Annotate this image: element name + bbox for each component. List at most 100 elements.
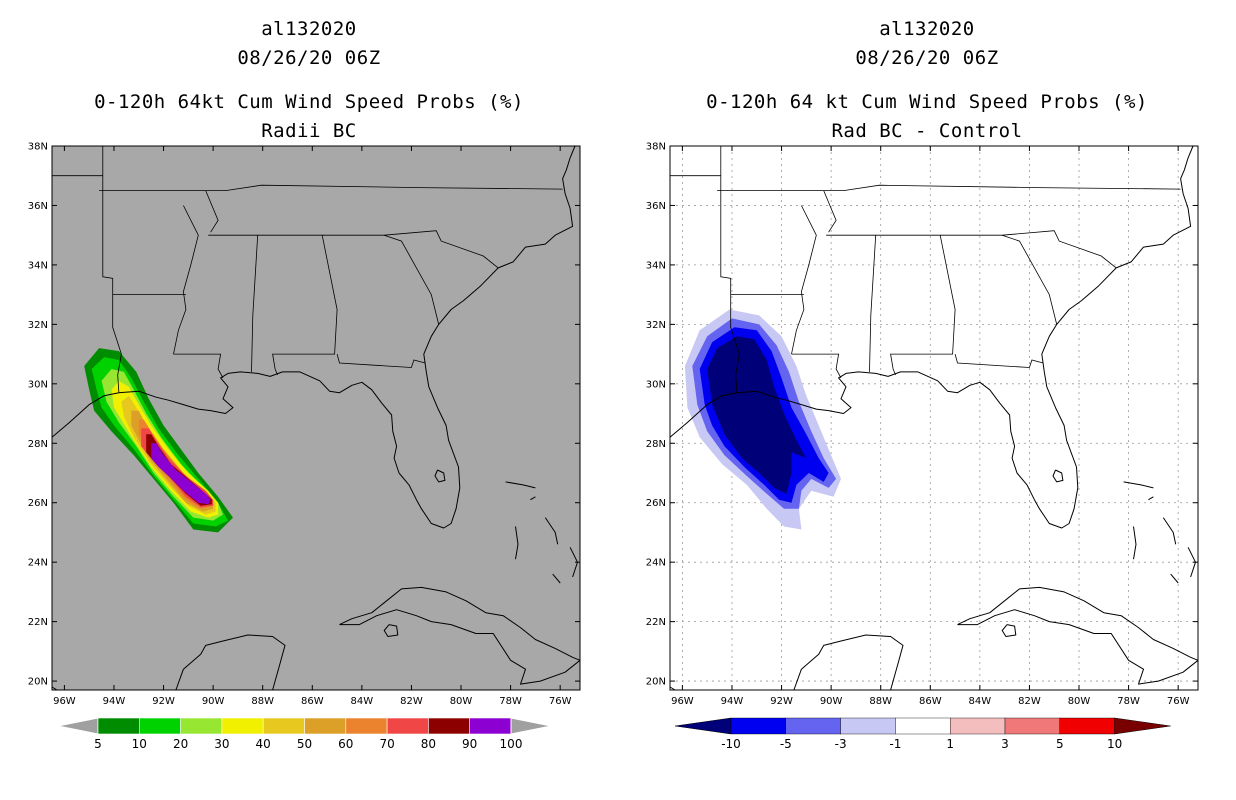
state-border bbox=[99, 184, 563, 192]
state-border bbox=[720, 146, 740, 393]
lon-label: 82W bbox=[400, 696, 423, 707]
bahamas-island bbox=[552, 573, 561, 584]
lat-label: 32N bbox=[646, 320, 666, 331]
lat-label: 24N bbox=[28, 558, 48, 569]
colorbar-swatch bbox=[730, 717, 786, 735]
lat-label: 34N bbox=[646, 260, 666, 271]
colorbar-swatch bbox=[304, 717, 347, 735]
lon-label: 94W bbox=[721, 696, 744, 707]
lon-label: 76W bbox=[1167, 696, 1190, 707]
lon-label: 84W bbox=[969, 696, 992, 707]
colorbar-swatch bbox=[345, 717, 388, 735]
lat-label: 34N bbox=[28, 260, 48, 271]
state-border bbox=[272, 235, 338, 376]
bahamas-island bbox=[1148, 496, 1154, 501]
colorbar-swatch bbox=[1059, 717, 1115, 735]
coastline bbox=[669, 145, 1194, 529]
colorbar-label: -5 bbox=[780, 737, 792, 751]
lon-label: 78W bbox=[1117, 696, 1140, 707]
colorbar-swatch bbox=[950, 717, 1006, 735]
contour-fills bbox=[684, 309, 841, 530]
datetime: 08/26/20 06Z bbox=[855, 47, 999, 69]
map-frame bbox=[669, 145, 1199, 691]
storm-id: al132020 bbox=[879, 18, 975, 40]
lon-label: 86W bbox=[919, 696, 942, 707]
colorbar-swatch bbox=[785, 717, 841, 735]
lat-label: 26N bbox=[646, 498, 666, 509]
colorbar-label: -1 bbox=[889, 737, 901, 751]
coastline bbox=[51, 145, 576, 529]
lat-label: 28N bbox=[28, 439, 48, 450]
colorbar-left-arrow bbox=[674, 717, 732, 735]
bahamas-island bbox=[1162, 517, 1177, 545]
colorbar-swatch bbox=[139, 717, 181, 735]
isle-of-youth bbox=[1001, 624, 1017, 637]
colorbar-label: 1 bbox=[946, 737, 954, 751]
lat-label: 22N bbox=[28, 617, 48, 628]
colorbar-swatch bbox=[428, 717, 470, 735]
colorbar-label: 5 bbox=[94, 737, 102, 751]
lon-label: 88W bbox=[251, 696, 274, 707]
colorbar-label: 70 bbox=[379, 737, 394, 751]
bahamas-island bbox=[515, 526, 519, 560]
map-outlines bbox=[51, 145, 581, 691]
difference-map: 38N 36N 34N 32N 30N 28N 26N 24N 22N 20N 96W 94W 92W 9… bbox=[646, 142, 1199, 751]
lat-label: 32N bbox=[28, 320, 48, 331]
lon-label: 76W bbox=[549, 696, 572, 707]
lat-label: 38N bbox=[646, 142, 666, 153]
right-panel: al132020 08/26/20 06Z 0-120h 64 kt Cum W… bbox=[618, 0, 1236, 800]
lat-label: 22N bbox=[646, 617, 666, 628]
colorbar-label: 40 bbox=[256, 737, 271, 751]
lat-label: 26N bbox=[28, 498, 48, 509]
lon-label: 86W bbox=[301, 696, 324, 707]
lon-label: 88W bbox=[869, 696, 892, 707]
probability-map: 38N 36N 34N 32N 30N 28N 26N 24N 22N 20N 96W 94W 92W 9… bbox=[28, 142, 581, 751]
lon-label: 96W bbox=[671, 696, 694, 707]
colorbar-swatch bbox=[1004, 717, 1060, 735]
colorbar-label: 5 bbox=[1056, 737, 1064, 751]
colorbar-label: 90 bbox=[462, 737, 477, 751]
lon-label: 94W bbox=[103, 696, 126, 707]
bahamas-island bbox=[530, 496, 536, 501]
colorbar-swatch bbox=[895, 717, 951, 735]
lon-label: 90W bbox=[820, 696, 843, 707]
map-frame bbox=[51, 145, 581, 691]
lake-okeechobee bbox=[434, 469, 446, 483]
bahamas-island bbox=[1170, 573, 1179, 584]
river bbox=[791, 205, 817, 355]
lat-label: 36N bbox=[28, 201, 48, 212]
lat-label: 38N bbox=[28, 142, 48, 153]
product-title: 0-120h 64kt Cum Wind Speed Probs (%) bbox=[94, 91, 524, 113]
colorbar-swatch bbox=[386, 717, 429, 735]
colorbar-label: 100 bbox=[500, 737, 523, 751]
state-border bbox=[251, 235, 259, 372]
subtitle: Radii BC bbox=[261, 120, 357, 142]
bahamas-island bbox=[1123, 481, 1154, 489]
lat-label: 30N bbox=[646, 379, 666, 390]
state-border bbox=[717, 184, 1181, 192]
lat-label: 20N bbox=[28, 677, 48, 688]
colorbar-label: -10 bbox=[721, 737, 741, 751]
state-border bbox=[826, 230, 1117, 269]
colorbar: 5 10 20 30 40 50 60 70 80 90 100 bbox=[57, 717, 552, 751]
colorbar: -10 -5 -3 -1 1 3 5 10 bbox=[674, 717, 1171, 751]
state-border bbox=[1002, 234, 1058, 325]
river bbox=[823, 190, 837, 233]
state-border bbox=[384, 234, 440, 325]
bahamas-island bbox=[544, 517, 559, 545]
colorbar-swatch bbox=[180, 717, 223, 735]
colorbar-label: 20 bbox=[173, 737, 188, 751]
lon-label: 96W bbox=[53, 696, 76, 707]
lat-label: 24N bbox=[646, 558, 666, 569]
lake-okeechobee bbox=[1052, 469, 1064, 483]
state-border bbox=[954, 353, 1044, 368]
left-panel: al132020 08/26/20 06Z 0-120h 64kt Cum Wi… bbox=[28, 18, 581, 751]
state-border bbox=[208, 230, 499, 269]
lon-label: 92W bbox=[770, 696, 793, 707]
lat-label: 36N bbox=[646, 201, 666, 212]
lon-label: 80W bbox=[1068, 696, 1091, 707]
state-border bbox=[102, 146, 122, 393]
yucatan-coast bbox=[175, 634, 286, 691]
yucatan-coast bbox=[793, 634, 904, 691]
state-border bbox=[869, 235, 877, 372]
